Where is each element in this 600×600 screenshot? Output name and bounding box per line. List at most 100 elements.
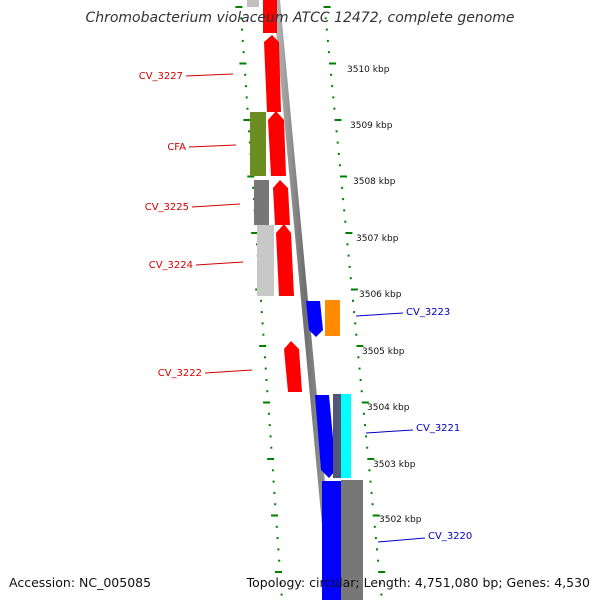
minor-tick [360, 390, 363, 393]
minor-tick [241, 39, 244, 42]
cds-feature[interactable] [273, 180, 290, 225]
major-tick [247, 175, 255, 178]
minor-tick [241, 28, 243, 31]
cds-feature[interactable] [315, 395, 336, 478]
minor-tick [333, 107, 336, 110]
minor-tick [357, 356, 360, 359]
minor-tick [267, 412, 270, 415]
leader-line [204, 369, 253, 374]
major-tick [345, 232, 353, 234]
cds-feature-cv-3227[interactable] [264, 35, 281, 112]
minor-tick [359, 378, 362, 381]
minor-tick [379, 582, 382, 585]
reverse-gene-labels: CV_3223 CV_3221 CV_3220 [355, 307, 472, 543]
cds-feature-cv-3223[interactable] [325, 300, 340, 336]
minor-tick [280, 593, 283, 596]
leader-line [185, 73, 234, 77]
minor-tick [270, 446, 273, 449]
genome-summary-text: Topology: circular; Length: 4,751,080 bp… [246, 575, 590, 590]
cds-feature[interactable] [263, 0, 277, 33]
minor-tick [266, 390, 269, 393]
kbp-label: 3502 kbp [379, 515, 422, 525]
minor-tick [240, 17, 243, 20]
minor-tick [245, 85, 247, 88]
gene-label-cv-3223[interactable]: CV_3223 [406, 307, 450, 318]
minor-tick [330, 73, 333, 76]
major-tick [259, 345, 267, 347]
cds-feature-cv-3222[interactable] [284, 341, 302, 392]
minor-tick [362, 412, 365, 415]
gene-label-cv-3222[interactable]: CV_3222 [158, 368, 202, 379]
accession-text: Accession: NC_005085 [9, 575, 152, 590]
minor-tick [252, 186, 255, 189]
minor-tick [374, 537, 377, 540]
leader-line [377, 537, 426, 543]
leader-line [188, 144, 237, 148]
minor-tick [348, 265, 351, 268]
gene-label-cv-3224[interactable]: CV_3224 [149, 260, 193, 271]
minor-tick [277, 548, 280, 551]
minor-tick [245, 96, 248, 99]
gene-label-cfa[interactable]: CFA [167, 142, 186, 153]
major-tick [361, 401, 369, 404]
kbp-label: 3506 kbp [359, 290, 402, 300]
minor-tick [260, 311, 263, 314]
minor-tick [370, 491, 373, 494]
cds-feature-cv-3224[interactable] [257, 225, 274, 296]
minor-tick [376, 548, 378, 551]
position-labels: 3510 kbp 3509 kbp 3508 kbp 3507 kbp 3506… [347, 65, 422, 525]
cds-feature[interactable] [276, 224, 294, 296]
minor-tick [346, 243, 349, 246]
minor-tick [275, 525, 278, 528]
gene-label-cv-3227[interactable]: CV_3227 [139, 71, 183, 82]
major-tick [263, 401, 271, 404]
minor-tick [332, 96, 335, 99]
gene-label-cv-3225[interactable]: CV_3225 [145, 202, 189, 213]
minor-tick [355, 333, 358, 336]
cds-feature-cv-3221[interactable] [341, 394, 351, 478]
minor-tick [347, 254, 350, 257]
major-tick [329, 62, 336, 65]
major-tick [334, 119, 342, 121]
cds-feature[interactable] [333, 394, 344, 478]
cds-feature[interactable] [247, 0, 259, 7]
minor-tick [335, 130, 338, 133]
reverse-strand-features [306, 300, 363, 600]
minor-tick [272, 480, 275, 483]
major-tick [243, 119, 251, 121]
minor-tick [342, 198, 345, 201]
minor-tick [369, 480, 372, 483]
cds-feature[interactable] [306, 301, 323, 337]
minor-tick [276, 537, 279, 540]
minor-tick [349, 277, 352, 280]
minor-tick [337, 152, 340, 155]
minor-tick [260, 299, 262, 302]
forward-gene-labels: CV_3227 CFA CV_3225 CV_3224 CV_3222 [139, 71, 253, 379]
minor-tick [269, 435, 272, 438]
major-tick [251, 232, 259, 234]
minor-tick [341, 186, 344, 189]
minor-tick [261, 322, 264, 325]
cds-feature-cv-3220[interactable] [341, 480, 363, 600]
minor-tick [278, 559, 281, 562]
minor-tick [344, 220, 347, 223]
minor-tick [248, 130, 251, 133]
major-tick [323, 6, 331, 8]
forward-strand-features [247, 0, 302, 392]
leader-line [195, 261, 244, 266]
minor-tick [354, 322, 357, 325]
gene-label-cv-3220[interactable]: CV_3220 [428, 531, 472, 542]
cds-feature-cfa[interactable] [250, 112, 266, 176]
cds-feature[interactable] [268, 111, 286, 176]
major-tick [372, 514, 380, 517]
cds-feature-cv-3225[interactable] [254, 180, 269, 225]
kbp-label: 3510 kbp [347, 65, 390, 75]
cds-feature[interactable] [322, 481, 344, 600]
minor-tick [325, 28, 328, 31]
major-tick [356, 345, 364, 347]
minor-tick [331, 85, 334, 88]
gene-label-cv-3221[interactable]: CV_3221 [416, 423, 460, 434]
major-tick [239, 62, 247, 65]
leader-line [191, 203, 241, 208]
